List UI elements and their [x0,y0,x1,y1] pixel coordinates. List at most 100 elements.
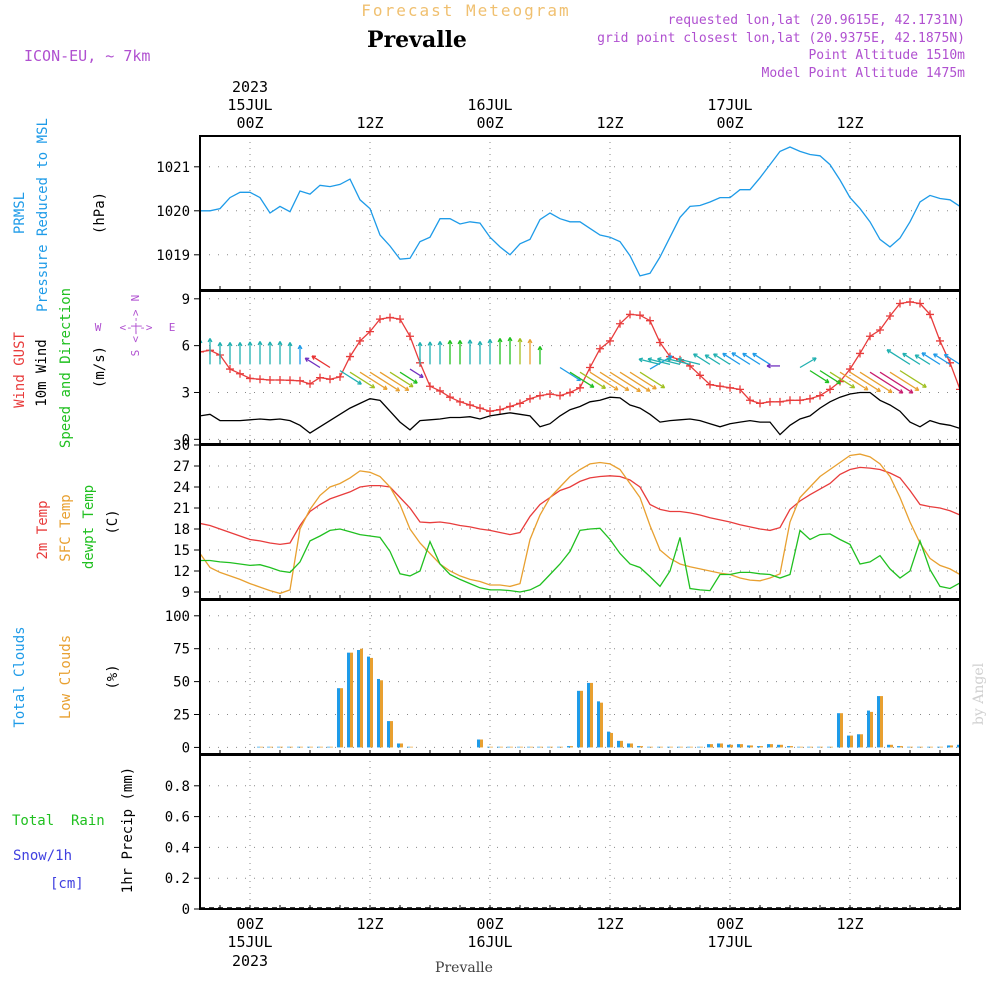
top-year-label-0: 2023 [232,78,268,96]
wind-arrow-42 [639,371,665,389]
wind-arrow-57 [799,357,817,369]
gust-marker [516,399,524,408]
bar-total [797,746,800,748]
ytick-label-4-4: 0.8 [165,779,190,795]
gust-marker [456,397,464,406]
bar-total [697,746,700,748]
wind-arrow-47 [666,357,691,366]
bar-total [807,746,810,748]
wind-arrowhead-7 [267,341,273,346]
gust-marker [336,372,344,381]
meteogram-title: Forecast Meteogram [361,1,570,20]
bar-low [590,682,593,748]
wind-arrow-52 [722,352,741,365]
gust-marker [326,375,334,384]
wind-arrowhead-58 [824,378,830,384]
wind-arrowhead-67 [922,383,927,388]
bar-total [897,746,900,748]
gust-marker [496,405,504,414]
wind-arrow-11 [304,357,321,369]
gust-marker [246,374,254,383]
wind-arrow-19 [399,371,418,384]
gust-marker [656,338,664,347]
wind-arrowhead-72 [933,353,938,358]
bar-total [567,746,570,748]
wind-arrowhead-2 [217,342,223,347]
bar-low [480,739,483,748]
temperature-labels: 2m Temp SFC Temp dewpt Temp (C) [35,485,121,569]
pressure-label-msl: Pressure Reduced to MSL [35,118,51,312]
cloud-labels: Total Clouds Low Clouds (%) [12,626,121,727]
ytick-label-4-3: 0.6 [165,810,190,826]
bar-low [880,696,883,748]
wind-labels: Wind GUST 10m Wind Speed and Direction (… [12,288,175,448]
bar-low [920,746,923,748]
bar-low [930,746,933,748]
wind-arrowhead-21 [417,342,423,347]
bar-total [497,746,500,748]
gust-marker [616,319,624,328]
ytick-label-1-2: 6 [182,339,190,355]
wind-arrow-38 [599,371,630,391]
bar-low [560,746,563,748]
ytick-label-2-4: 21 [173,501,190,517]
wind-arrowhead-50 [704,354,710,359]
bar-low [700,746,703,748]
gust-marker [956,385,960,394]
footer-location: Prevalle [435,960,493,976]
compass-west: W [95,321,102,334]
wind-arrow-14 [349,371,375,389]
wind-arrow-36 [579,371,606,389]
precip-labels: Total Rain Snow/1h [cm] 1hr Precip (mm) [12,767,136,893]
bar-total [727,744,730,748]
wind-arrowhead-1 [207,338,213,343]
wind-arrow-12 [311,355,331,369]
wind-arrow-39 [609,371,641,392]
wind-arrow-18 [389,371,414,388]
gust-marker [536,391,544,400]
wind-arrowhead-56 [766,363,771,369]
bar-low [620,740,623,748]
bar-total [547,746,550,748]
panels: 1019102010210369912151821242730025507510… [156,135,961,918]
top-tick-label-5: 12Z [836,114,863,132]
bar-total [857,734,860,748]
panel-frame-0 [199,135,961,291]
bar-total [717,743,720,748]
bar-low [750,745,753,748]
gust-marker [486,407,494,416]
wind-arrowhead-14 [370,383,376,389]
wind-arrowhead-26 [467,339,473,344]
gust-marker [526,394,534,403]
wind-arrow-62 [849,371,881,392]
panel-1: 0 3 6 9 [182,290,961,448]
bar-total [487,746,490,748]
bar-low [290,746,293,748]
wind-arrowhead-40 [645,387,651,392]
ytick-label-2-1: 12 [173,564,190,580]
wind-arrowhead-66 [914,386,920,392]
wind-arrow-34 [559,366,581,382]
bar-total [377,678,380,748]
location-title: Prevalle [367,27,467,53]
bar-total [657,746,660,748]
gust-marker [886,311,894,320]
top-date-label-4: 17JUL [707,96,752,114]
wind-arrowhead-42 [660,383,666,389]
gust-marker [586,363,594,372]
plot-area-2 [200,453,960,595]
bottom-date-label-4: 17JUL [707,933,752,951]
wind-arrowhead-19 [413,379,418,384]
temp-unit: (C) [105,509,121,534]
bar-low [640,746,643,748]
bar-total [637,746,640,748]
wind-arrow-35 [569,371,595,388]
gust-marker [266,375,274,384]
wind-arrowhead-62 [876,387,881,393]
wind-arrowhead-65 [908,389,914,394]
bar-total [757,746,760,748]
top-tick-label-4: 00Z [716,114,743,132]
ytick-label-4-0: 0 [182,902,190,918]
